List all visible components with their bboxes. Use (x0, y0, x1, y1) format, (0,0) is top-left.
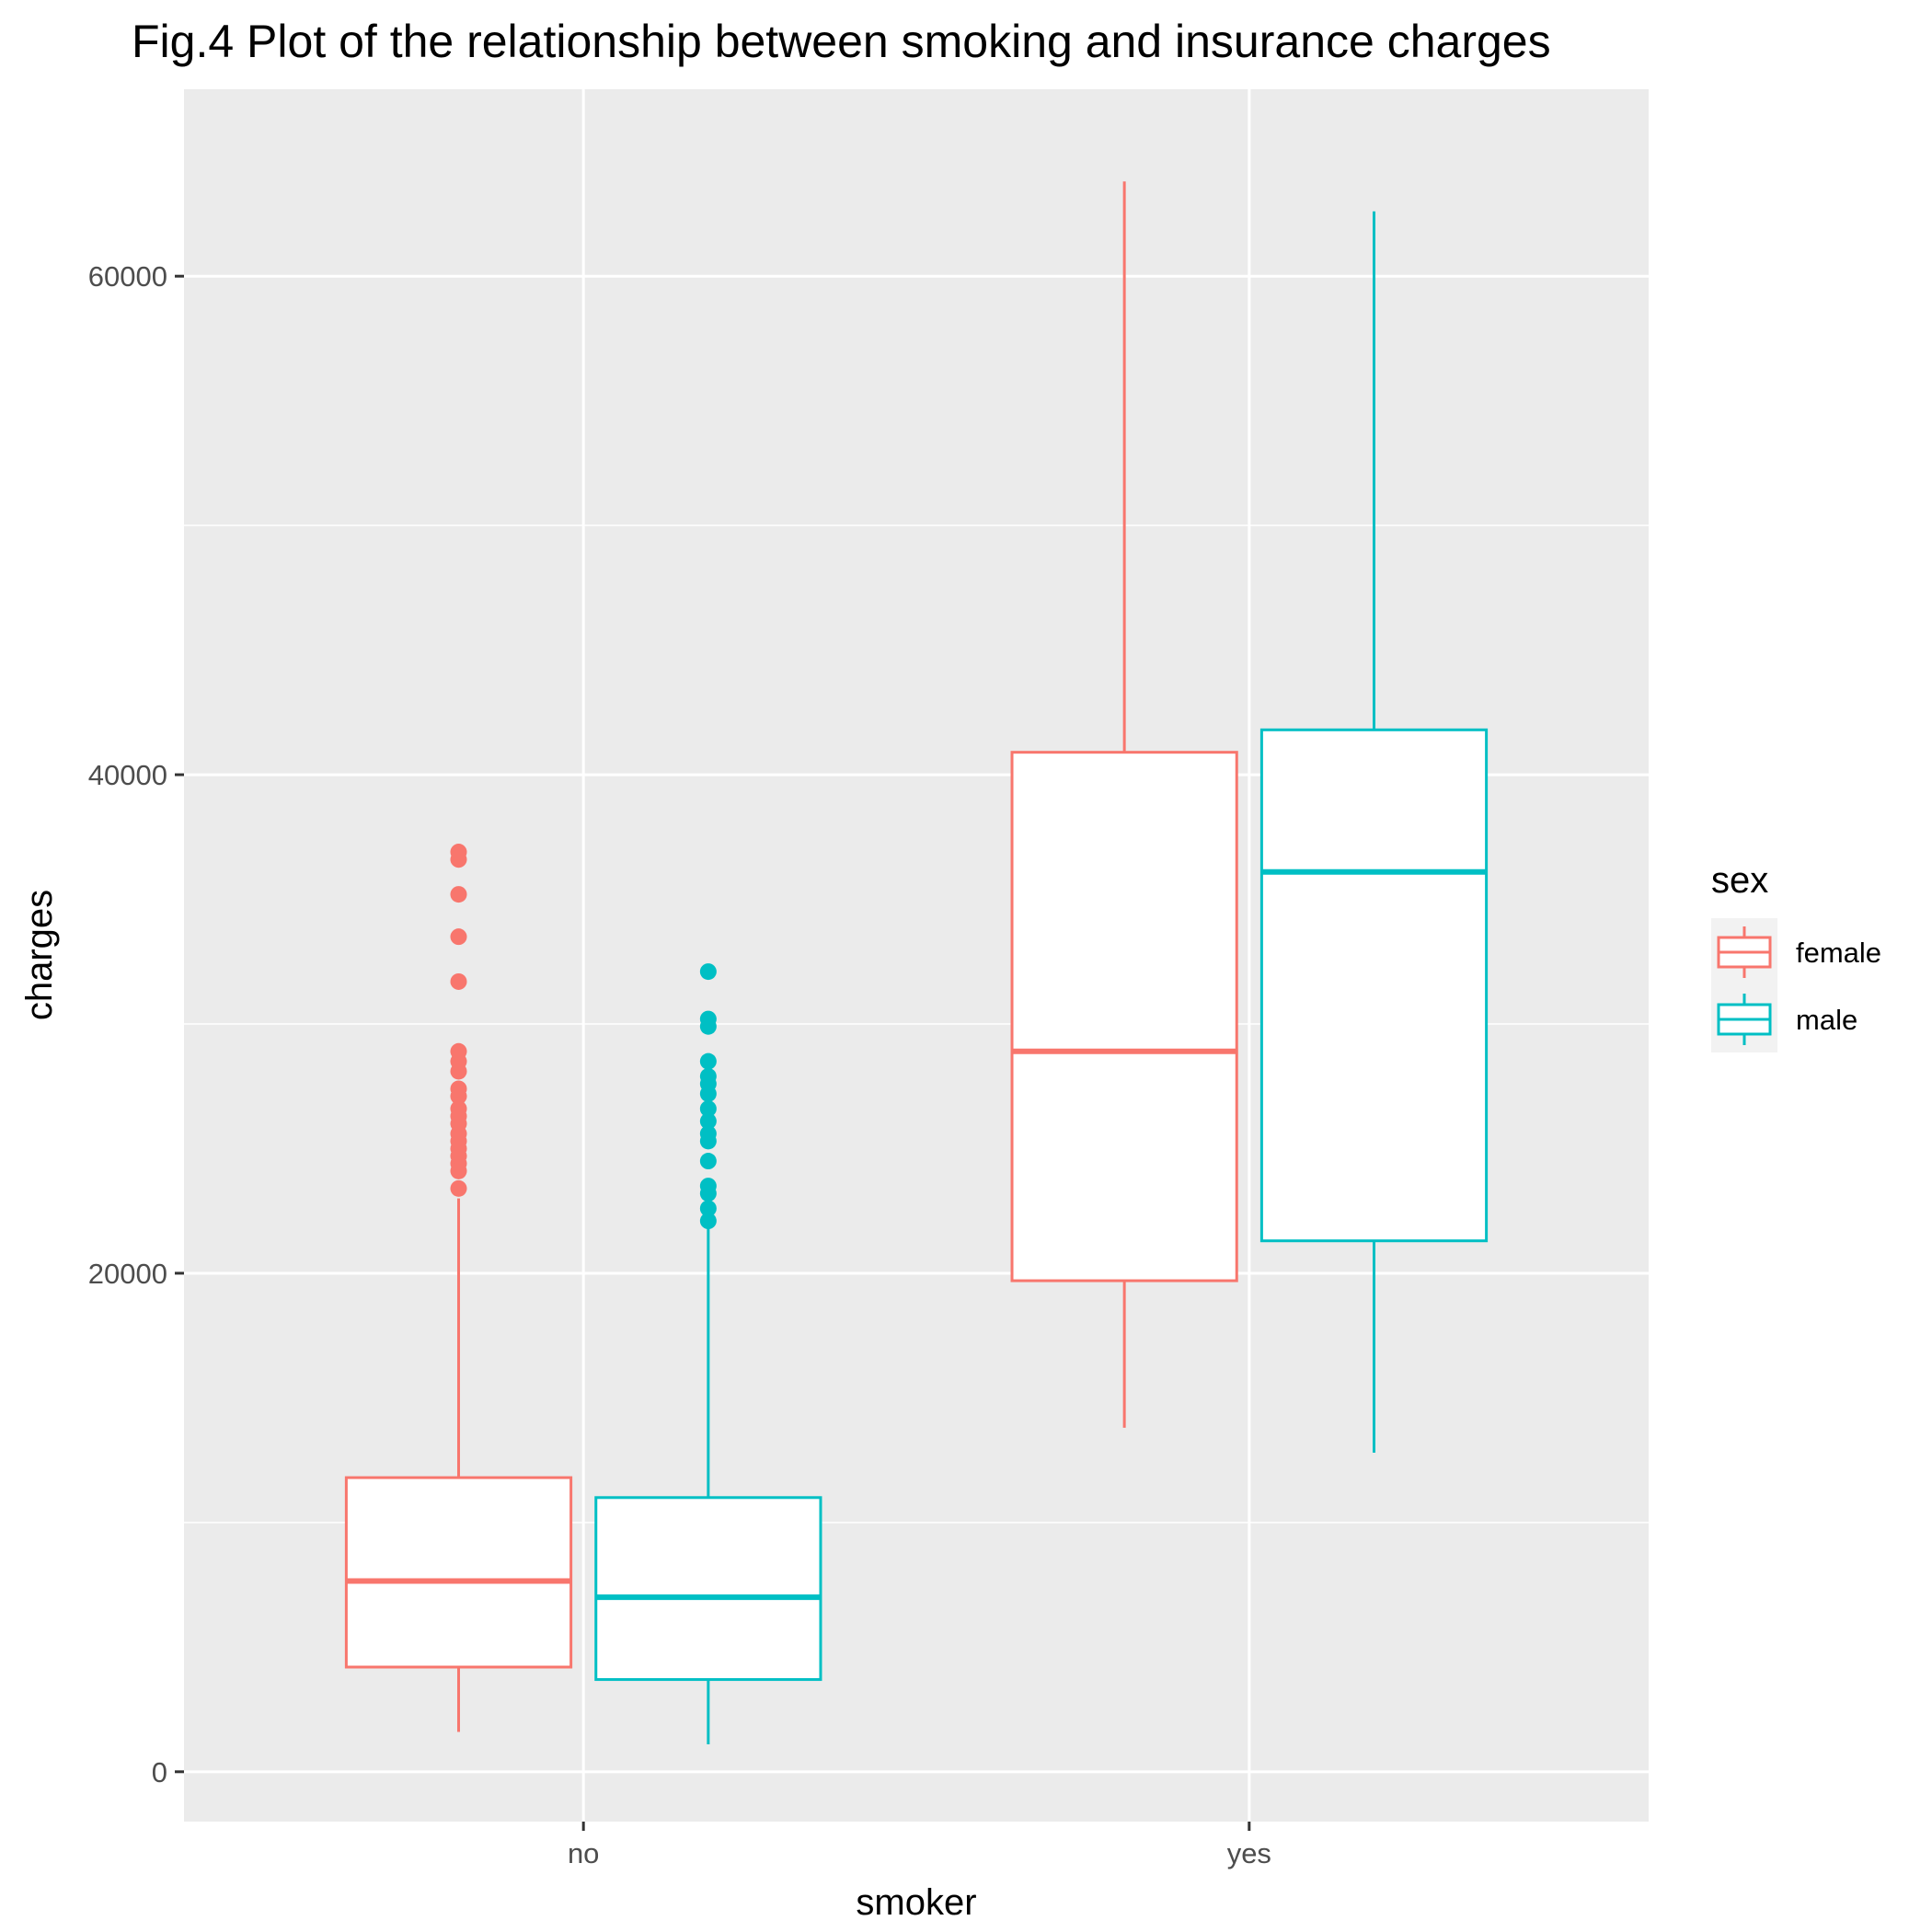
outlier-point (699, 963, 717, 981)
y-tick-label: 0 (152, 1756, 167, 1788)
outlier-point (699, 1052, 717, 1070)
x-tick-label: no (568, 1837, 599, 1869)
outlier-point (450, 1100, 467, 1118)
outlier-point (450, 972, 467, 990)
x-axis-title: smoker (856, 1882, 976, 1923)
box-male-no (594, 1496, 822, 1682)
outlier-point (699, 1067, 717, 1085)
outlier-point (699, 1100, 717, 1118)
outlier-point (450, 1080, 467, 1098)
x-axis: no yes (568, 1822, 1271, 1869)
x-tick-label: yes (1227, 1837, 1271, 1869)
box-female-no (344, 1476, 573, 1669)
outlier-point (450, 1179, 467, 1197)
outlier-point (699, 1112, 717, 1130)
legend: sex female male (1711, 860, 1881, 1052)
outlier-point (450, 844, 467, 861)
outlier-point (699, 1213, 717, 1230)
outlier-point (450, 928, 467, 946)
outlier-point (699, 1010, 717, 1028)
outlier-point (450, 886, 467, 903)
legend-label-male: male (1796, 1004, 1857, 1036)
y-tick-label: 60000 (88, 260, 167, 293)
outlier-point (450, 1042, 467, 1060)
legend-title: sex (1711, 860, 1768, 901)
outlier-point (699, 1178, 717, 1195)
boxes (344, 181, 1489, 1745)
legend-label-female: female (1796, 937, 1881, 969)
chart-title: Fig.4 Plot of the relationship between s… (132, 16, 1551, 67)
box-male-yes (1259, 728, 1489, 1243)
y-tick-label: 20000 (88, 1258, 167, 1290)
y-axis: 0 20000 40000 60000 (88, 260, 184, 1788)
outlier-point (699, 1125, 717, 1143)
y-axis-title: charges (19, 890, 60, 1020)
box-female-yes (1010, 751, 1238, 1282)
y-tick-label: 40000 (88, 759, 167, 791)
outlier-point (699, 1200, 717, 1217)
outlier-point (699, 1153, 717, 1170)
